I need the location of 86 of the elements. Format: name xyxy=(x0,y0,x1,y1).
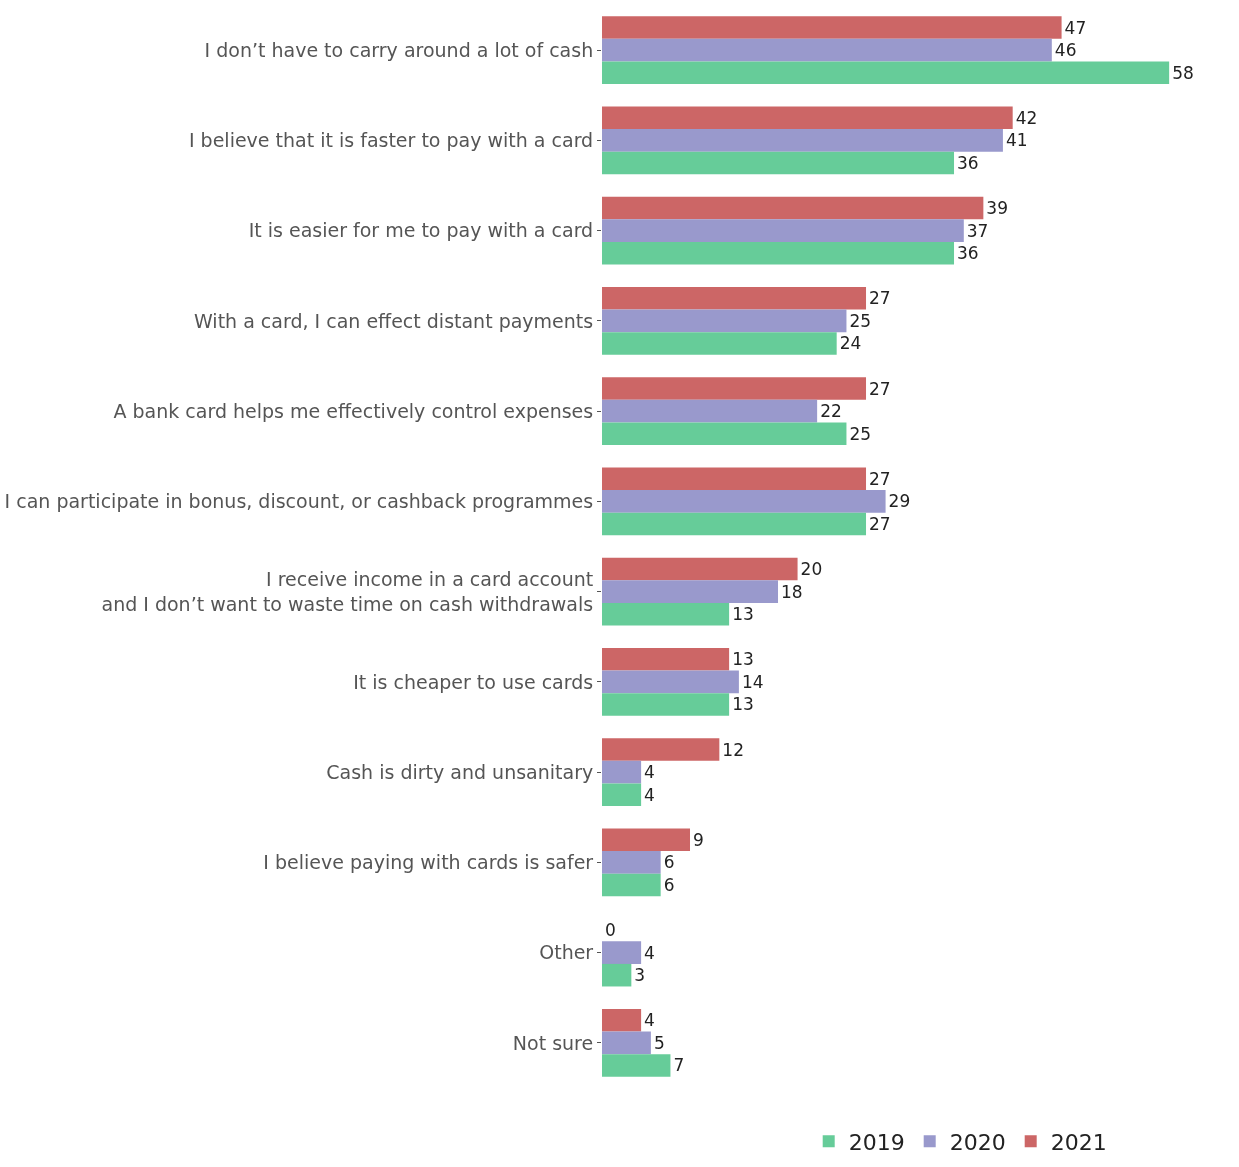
bar xyxy=(602,467,867,491)
data-label: 29 xyxy=(888,491,911,512)
y-tick-label: I believe paying with cards is safer xyxy=(263,851,594,874)
bar xyxy=(602,61,1170,84)
data-label: 58 xyxy=(1172,62,1194,83)
bar xyxy=(602,196,984,220)
y-tick-label: With a card, I can effect distant payments xyxy=(194,309,594,332)
data-label: 4 xyxy=(644,1010,655,1031)
data-label: 13 xyxy=(732,649,754,670)
bar xyxy=(602,151,955,175)
bar xyxy=(602,1009,642,1032)
data-label: 36 xyxy=(957,243,979,264)
data-label: 27 xyxy=(869,513,891,534)
data-label: 22 xyxy=(820,401,842,422)
data-label: 14 xyxy=(741,671,764,692)
bar xyxy=(602,129,1003,152)
data-label: 5 xyxy=(653,1032,665,1053)
data-label: 12 xyxy=(722,739,744,760)
data-label: 37 xyxy=(966,220,989,241)
bar xyxy=(602,760,642,784)
bar xyxy=(602,963,632,987)
bar xyxy=(602,422,847,445)
bar xyxy=(602,219,964,242)
data-label: 18 xyxy=(781,581,803,602)
bar xyxy=(602,399,818,423)
bar xyxy=(602,1031,651,1055)
bar xyxy=(602,602,730,626)
bar xyxy=(602,693,730,716)
bar xyxy=(602,851,661,874)
bar xyxy=(602,332,837,355)
bar xyxy=(602,783,642,806)
bar xyxy=(602,648,730,671)
bar xyxy=(602,241,955,265)
data-label: 46 xyxy=(1054,40,1077,61)
data-label: 4 xyxy=(644,784,655,805)
data-label: 0 xyxy=(605,920,616,941)
y-tick-label: I don’t have to carry around a lot of cash xyxy=(204,38,594,61)
bar xyxy=(602,16,1062,39)
legend-label: 2019 xyxy=(848,1129,905,1155)
bar xyxy=(602,38,1052,62)
data-label: 20 xyxy=(800,559,823,580)
legend-label: 2020 xyxy=(949,1129,1006,1155)
y-tick-label: It is cheaper to use cards xyxy=(353,670,594,693)
legend-label: 2021 xyxy=(1050,1129,1107,1155)
data-label: 4 xyxy=(644,762,655,783)
data-label: 27 xyxy=(869,288,891,309)
y-tick-label: I believe that it is faster to pay with a card xyxy=(188,129,594,152)
data-label: 42 xyxy=(1015,107,1038,128)
data-label: 24 xyxy=(839,333,862,354)
data-label: 9 xyxy=(693,829,704,850)
bar xyxy=(602,828,691,852)
data-label: 36 xyxy=(957,152,979,173)
bar xyxy=(602,941,642,964)
y-tick-label: It is easier for me to pay with a card xyxy=(248,219,594,242)
bar xyxy=(602,287,867,310)
data-label: 13 xyxy=(732,604,754,625)
data-label: 47 xyxy=(1064,17,1087,38)
bar xyxy=(602,557,798,581)
data-label: 6 xyxy=(663,874,675,895)
data-label: 3 xyxy=(634,965,646,986)
y-tick-label: I receive income in a card account and I don’t want to waste time on cash withdrawals xyxy=(101,567,594,615)
data-label: 41 xyxy=(1005,130,1028,151)
data-label: 13 xyxy=(732,694,754,715)
data-label: 6 xyxy=(663,852,675,873)
bar xyxy=(602,490,886,513)
data-label: 27 xyxy=(869,378,891,399)
bar xyxy=(602,512,867,536)
bar xyxy=(602,309,847,333)
y-tick-label: Other xyxy=(539,941,594,964)
y-tick-label: A bank card helps me effectively control expenses xyxy=(113,399,594,422)
y-tick-label: Not sure xyxy=(512,1031,594,1054)
data-label: 27 xyxy=(869,468,891,489)
bar xyxy=(602,873,661,897)
bar xyxy=(602,106,1013,130)
bar xyxy=(602,670,739,694)
data-label: 39 xyxy=(986,198,1008,219)
bar xyxy=(602,1054,671,1077)
bar xyxy=(602,377,867,400)
y-tick-label: Cash is dirty and unsanitary xyxy=(326,760,594,783)
data-label: 25 xyxy=(849,423,872,444)
bar xyxy=(602,580,779,603)
data-label: 4 xyxy=(644,942,655,963)
bar xyxy=(602,738,720,761)
data-label: 7 xyxy=(673,1055,685,1076)
data-label: 25 xyxy=(849,310,872,331)
y-tick-label: I can participate in bonus, discount, or cashback programmes xyxy=(4,490,594,513)
